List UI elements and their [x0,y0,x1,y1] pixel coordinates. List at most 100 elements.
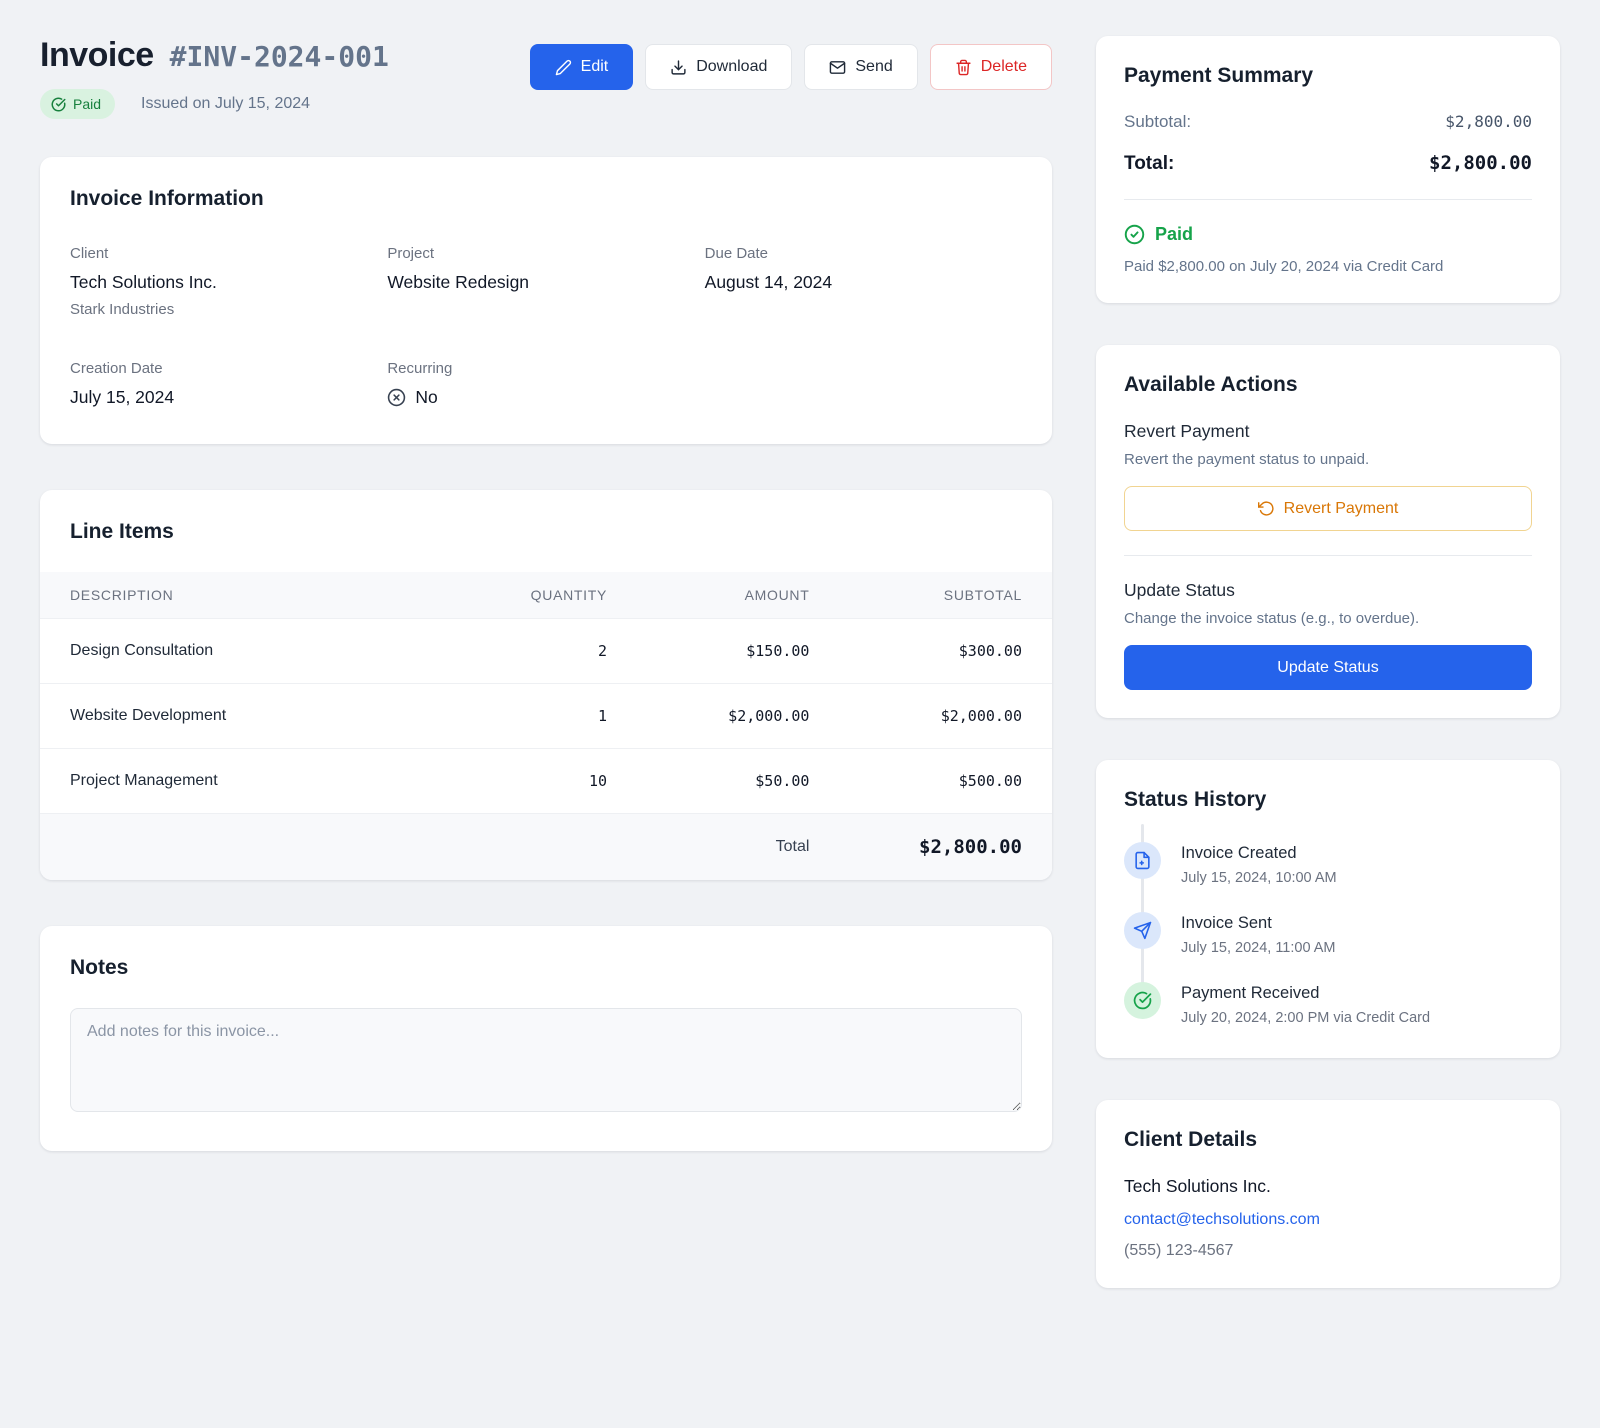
update-status-button[interactable]: Update Status [1124,645,1532,690]
divider [1124,555,1532,556]
divider [1124,199,1532,200]
download-button[interactable]: Download [645,44,793,90]
payment-summary-card: Payment Summary Subtotal: $2,800.00 Tota… [1096,36,1560,303]
paper-plane-icon [1124,912,1161,949]
table-row: Design Consultation 2 $150.00 $300.00 [40,618,1052,684]
invoice-number: #INV-2024-001 [169,40,389,73]
field-project-label: Project [387,245,435,262]
col-description: Description [40,572,455,619]
event-title: Payment Received [1181,984,1320,1002]
field-creation-date-label: Creation Date [70,360,163,377]
notes-input[interactable] [70,1008,1022,1112]
title-block: Invoice #INV-2024-001 Paid Issued on Jul… [40,36,389,119]
field-client-value: Tech Solutions Inc. [70,272,217,292]
total-label: Total: [1124,153,1175,174]
status-badge: Paid [40,89,116,119]
table-row: Project Management 10 $50.00 $500.00 [40,748,1052,814]
status-badge-label: Paid [73,96,102,112]
field-creation-date-value: July 15, 2024 [70,387,175,407]
table-row: Website Development 1 $2,000.00 $2,000.0… [40,683,1052,749]
cell-subtotal: $300.00 [839,618,1052,684]
update-status-button-label: Update Status [1277,658,1379,676]
cell-subtotal: $500.00 [839,748,1052,814]
field-recurring-value: No [415,387,438,407]
paid-status-detail: Paid $2,800.00 on July 20, 2024 via Cred… [1124,258,1444,275]
header-actions: Edit Download Send [529,36,1052,90]
field-due-date-value: August 14, 2024 [704,272,833,292]
trash-icon [955,59,972,76]
field-due-date: Due Date August 14, 2024 [705,245,1022,318]
subtotal-label: Subtotal: [1124,112,1192,131]
page-header: Invoice #INV-2024-001 Paid Issued on Jul… [40,36,1052,119]
client-email-link[interactable]: contact@techsolutions.com [1124,1211,1320,1228]
issued-date: Issued on July 15, 2024 [141,95,311,112]
field-creation-date: Creation Date July 15, 2024 [70,360,387,408]
line-items-card: Line Items Description Quantity Amount S… [40,490,1052,880]
status-history-card: Status History Invoice Created July 15, … [1096,760,1560,1058]
field-project: Project Website Redesign [387,245,704,318]
status-history-title: Status History [1124,788,1267,811]
line-items-table: Description Quantity Amount Subtotal Des… [40,572,1052,880]
send-button[interactable]: Send [804,44,918,90]
cell-subtotal: $2,000.00 [839,683,1052,749]
timeline-event-created: Invoice Created July 15, 2024, 10:00 AM [1124,842,1532,886]
field-project-value: Website Redesign [387,272,530,292]
page-title: Invoice [40,36,154,74]
payment-summary-title: Payment Summary [1124,64,1314,87]
main-column: Invoice #INV-2024-001 Paid Issued on Jul… [40,36,1052,1151]
cell-description: Project Management [40,748,455,814]
col-subtotal: Subtotal [839,572,1052,619]
total-label: Total [637,813,840,880]
event-detail: July 15, 2024, 11:00 AM [1181,940,1336,956]
delete-button-label: Delete [980,58,1027,75]
rotate-ccw-icon [1257,500,1275,517]
client-details-card: Client Details Tech Solutions Inc. conta… [1096,1100,1560,1288]
envelope-icon [829,59,846,76]
cell-amount: $2,000.00 [637,683,840,749]
field-client-label: Client [70,245,109,262]
table-total-row: Total $2,800.00 [40,813,1052,880]
field-due-date-label: Due Date [704,245,769,262]
invoice-information-title: Invoice Information [70,187,264,210]
page: Invoice #INV-2024-001 Paid Issued on Jul… [40,36,1560,1288]
send-button-label: Send [855,58,893,75]
edit-button[interactable]: Edit [529,44,634,90]
invoice-information-card: Invoice Information Client Tech Solution… [40,157,1052,444]
delete-button[interactable]: Delete [929,44,1052,90]
table-header-row: Description Quantity Amount Subtotal [40,572,1052,619]
status-timeline: Invoice Created July 15, 2024, 10:00 AM … [1124,824,1532,1026]
available-actions-card: Available Actions Revert Payment Revert … [1096,345,1560,718]
cell-quantity: 10 [454,748,638,814]
pencil-icon [555,59,572,76]
update-status-heading: Update Status [1124,580,1235,600]
total-value: $2,800.00 [1429,152,1532,174]
event-detail: July 20, 2024, 2:00 PM via Credit Card [1181,1010,1431,1026]
total-value: $2,800.00 [839,813,1052,880]
timeline-event-payment: Payment Received July 20, 2024, 2:00 PM … [1124,982,1532,1026]
field-client-subvalue: Stark Industries [70,301,175,318]
download-button-label: Download [696,58,768,75]
timeline-event-sent: Invoice Sent July 15, 2024, 11:00 AM [1124,912,1532,956]
update-status-description: Change the invoice status (e.g., to over… [1124,610,1420,627]
cell-description: Design Consultation [40,618,455,684]
revert-payment-button-label: Revert Payment [1283,499,1399,517]
client-details-title: Client Details [1124,1128,1258,1151]
cell-amount: $150.00 [637,618,840,684]
revert-payment-button[interactable]: Revert Payment [1124,486,1532,531]
client-phone: (555) 123-4567 [1124,1242,1234,1259]
client-name: Tech Solutions Inc. [1124,1176,1271,1196]
notes-card: Notes [40,926,1052,1151]
col-quantity: Quantity [454,572,638,619]
line-items-title: Line Items [70,520,174,543]
check-circle-icon [1124,982,1161,1019]
revert-payment-description: Revert the payment status to unpaid. [1124,451,1370,468]
edit-button-label: Edit [580,58,609,75]
check-circle-icon [1124,224,1145,245]
cell-description: Website Development [40,683,455,749]
check-circle-icon [51,97,66,112]
download-icon [670,59,687,76]
subtotal-value: $2,800.00 [1445,112,1532,131]
event-title: Invoice Created [1181,844,1297,862]
x-circle-icon [387,388,406,407]
event-title: Invoice Sent [1181,914,1272,932]
